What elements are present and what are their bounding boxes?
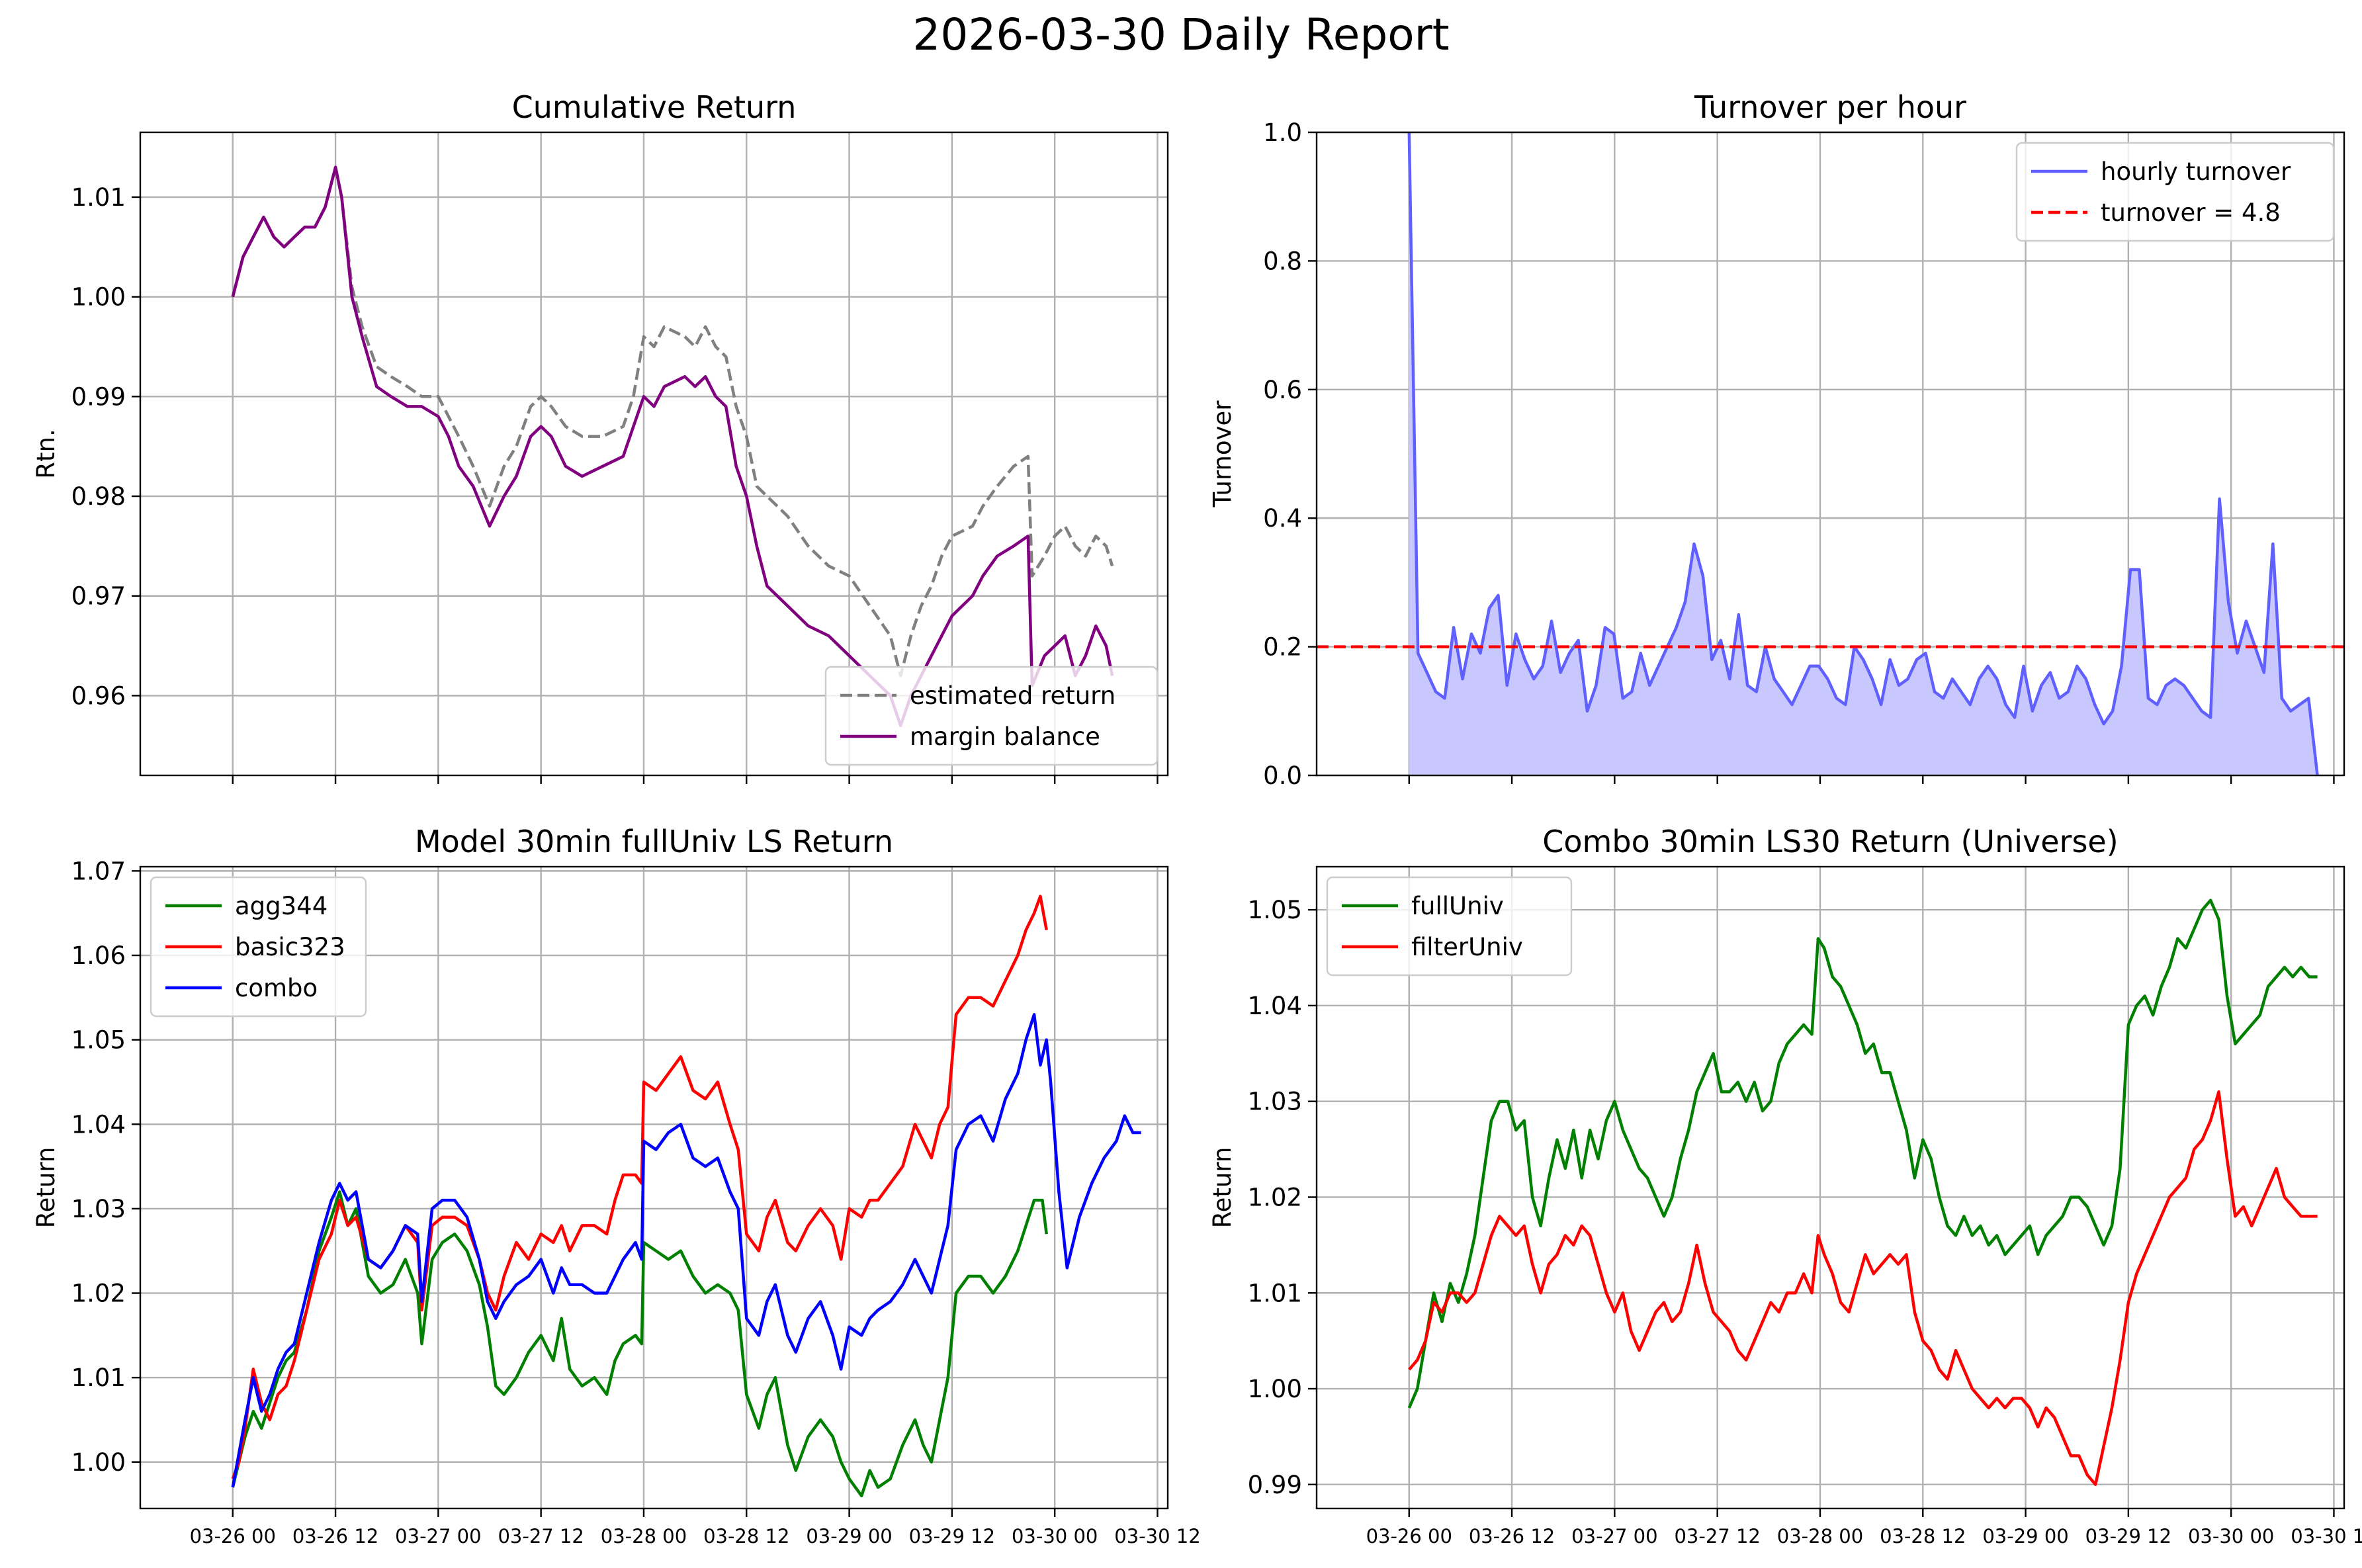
model-x-tick-label: 03-28 00 <box>601 1525 687 1547</box>
model-legend: agg344 basic323 combo <box>150 876 367 1018</box>
comboUniv-y-tick-label: 1.04 <box>1248 992 1302 1020</box>
turn-area-hourly-turnover <box>1409 132 2318 775</box>
model-x-tick-label: 03-28 12 <box>703 1525 789 1547</box>
turn-y-tick-label: 1.0 <box>1263 118 1302 147</box>
comboUniv-axes-frame <box>1315 865 2345 1510</box>
cum-legend-label: estimated return <box>910 681 1115 710</box>
comboUniv-x-tick-label: 03-26 00 <box>1366 1525 1452 1547</box>
comboUniv-x-tick-label: 03-27 00 <box>1571 1525 1657 1547</box>
model-axes-frame <box>139 865 1169 1510</box>
turn-legend-label: hourly turnover <box>2101 157 2291 186</box>
cum-y-tick-label: 0.99 <box>71 382 126 411</box>
comboUniv-x-tick-label: 03-28 12 <box>1880 1525 1966 1547</box>
comboUniv-x-tick-label: 03-30 00 <box>2188 1525 2274 1547</box>
cum-y-tick-label: 1.01 <box>71 183 126 212</box>
model-y-tick-label: 1.02 <box>71 1280 126 1308</box>
turn-y-tick-label: 0.8 <box>1263 247 1302 275</box>
model-series-basic323 <box>231 894 1048 1480</box>
cum-series-margin-balance <box>231 165 1114 727</box>
model-series-agg344 <box>231 1190 1048 1498</box>
model-x-tick-label: 03-30 12 <box>1114 1525 1200 1547</box>
model-y-tick-label: 1.03 <box>71 1195 126 1223</box>
cum-y-tick-label: 0.96 <box>71 681 126 710</box>
model-x-tick-label: 03-26 00 <box>190 1525 276 1547</box>
model-legend-label: agg344 <box>235 892 328 920</box>
comboUniv-y-tick-label: 1.05 <box>1248 896 1302 924</box>
comboUniv-y-tick-label: 1.01 <box>1248 1279 1302 1307</box>
model-series-combo <box>231 1013 1141 1488</box>
model-x-tick-label: 03-29 00 <box>806 1525 892 1547</box>
comboUniv-plot-area <box>1407 898 2318 1487</box>
cum-chart: Cumulative Return 0.96 0.97 0.98 0.99 1.00 1.0… <box>32 89 1169 784</box>
model-x-tick-label: 03-29 12 <box>909 1525 995 1547</box>
model-y-tick-label: 1.07 <box>71 857 126 885</box>
turn-title: Turnover per hour <box>1694 89 1966 125</box>
comboUniv-y-axis-label: Return <box>1208 1147 1237 1229</box>
comboUniv-chart: Combo 30min LS30 Return (Universe) 03-26 … <box>1208 824 2362 1547</box>
turn-legend-label: turnover = 4.8 <box>2101 198 2281 227</box>
cum-y-tick-label: 0.97 <box>71 582 126 611</box>
model-y-axis-label: Return <box>32 1147 60 1229</box>
comboUniv-x-tick-label: 03-27 12 <box>1674 1525 1760 1547</box>
comboUniv-series-fullUniv <box>1407 898 2318 1409</box>
comboUniv-series-filterUniv <box>1408 1090 2318 1487</box>
cum-legend-box <box>824 666 1159 766</box>
cum-legend: estimated return margin balance <box>824 666 1159 766</box>
model-y-tick-label: 1.00 <box>71 1448 126 1477</box>
model-x-tick-label: 03-27 12 <box>498 1525 584 1547</box>
turn-axes-frame <box>1315 131 2345 777</box>
comboUniv-x-tick-label: 03-26 12 <box>1469 1525 1555 1547</box>
chart-panels: Cumulative Return 0.96 0.97 0.98 0.99 1.00 1.0… <box>32 89 2362 1547</box>
model-x-tick-label: 03-30 00 <box>1012 1525 1098 1547</box>
comboUniv-x-tick-label: 03-30 12 <box>2291 1525 2362 1547</box>
model-x-tick-label: 03-26 12 <box>292 1525 378 1547</box>
turn-legend-box <box>2015 142 2335 242</box>
model-legend-label: basic323 <box>235 933 345 961</box>
comboUniv-x-tick-label: 03-29 00 <box>1982 1525 2068 1547</box>
cum-plot-area <box>231 165 1114 727</box>
comboUniv-grid <box>1317 867 2344 1508</box>
turn-y-tick-label: 0.4 <box>1263 504 1302 533</box>
comboUniv-legend-label: fullUniv <box>1411 892 1504 920</box>
turn-chart: Turnover per hour 0.0 0.2 0.4 0.6 0.8 1.0 Turno… <box>1208 89 2345 790</box>
comboUniv-legend-box <box>1326 876 1573 977</box>
model-legend-label: combo <box>235 974 318 1002</box>
turn-y-axis-label: Turnover <box>1208 400 1237 508</box>
cum-title: Cumulative Return <box>512 89 797 125</box>
comboUniv-legend: fullUniv filterUniv <box>1326 876 1573 977</box>
turn-series-hourly-turnover <box>1407 132 2319 775</box>
comboUniv-y-tick-label: 1.00 <box>1248 1375 1302 1403</box>
turn-plot-area <box>1317 132 2344 775</box>
comboUniv-x-tick-label: 03-29 12 <box>2085 1525 2171 1547</box>
turn-y-tick-label: 0.0 <box>1263 762 1302 790</box>
model-title: Model 30min fullUniv LS Return <box>415 824 893 859</box>
model-plot-area <box>231 894 1141 1498</box>
comboUniv-y-tick-label: 1.03 <box>1248 1088 1302 1116</box>
cum-y-tick-label: 0.98 <box>71 482 126 511</box>
comboUniv-y-tick-label: 0.99 <box>1248 1471 1302 1499</box>
turn-y-tick-label: 0.2 <box>1263 633 1302 662</box>
cum-y-axis-label: Rtn. <box>32 429 60 478</box>
comboUniv-legend-label: filterUniv <box>1411 933 1523 961</box>
cum-axes-frame <box>139 131 1169 777</box>
cum-legend-label: margin balance <box>910 722 1100 751</box>
model-x-tick-label: 03-27 00 <box>395 1525 481 1547</box>
model-y-tick-label: 1.05 <box>71 1026 126 1055</box>
turn-legend: hourly turnover turnover = 4.8 <box>2015 142 2335 242</box>
model-y-tick-label: 1.01 <box>71 1364 126 1392</box>
model-y-tick-label: 1.04 <box>71 1110 126 1139</box>
comboUniv-title: Combo 30min LS30 Return (Universe) <box>1542 824 2118 859</box>
model-chart: Model 30min fullUniv LS Return 03-26 00 03… <box>32 824 1201 1547</box>
model-legend-box <box>150 876 367 1018</box>
comboUniv-x-tick-label: 03-28 00 <box>1777 1525 1863 1547</box>
cum-y-tick-label: 1.00 <box>71 283 126 312</box>
comboUniv-y-tick-label: 1.02 <box>1248 1183 1302 1211</box>
figure-title: 2026-03-30 Daily Report <box>912 9 1449 60</box>
model-y-tick-label: 1.06 <box>71 941 126 970</box>
turn-y-tick-label: 0.6 <box>1263 376 1302 404</box>
